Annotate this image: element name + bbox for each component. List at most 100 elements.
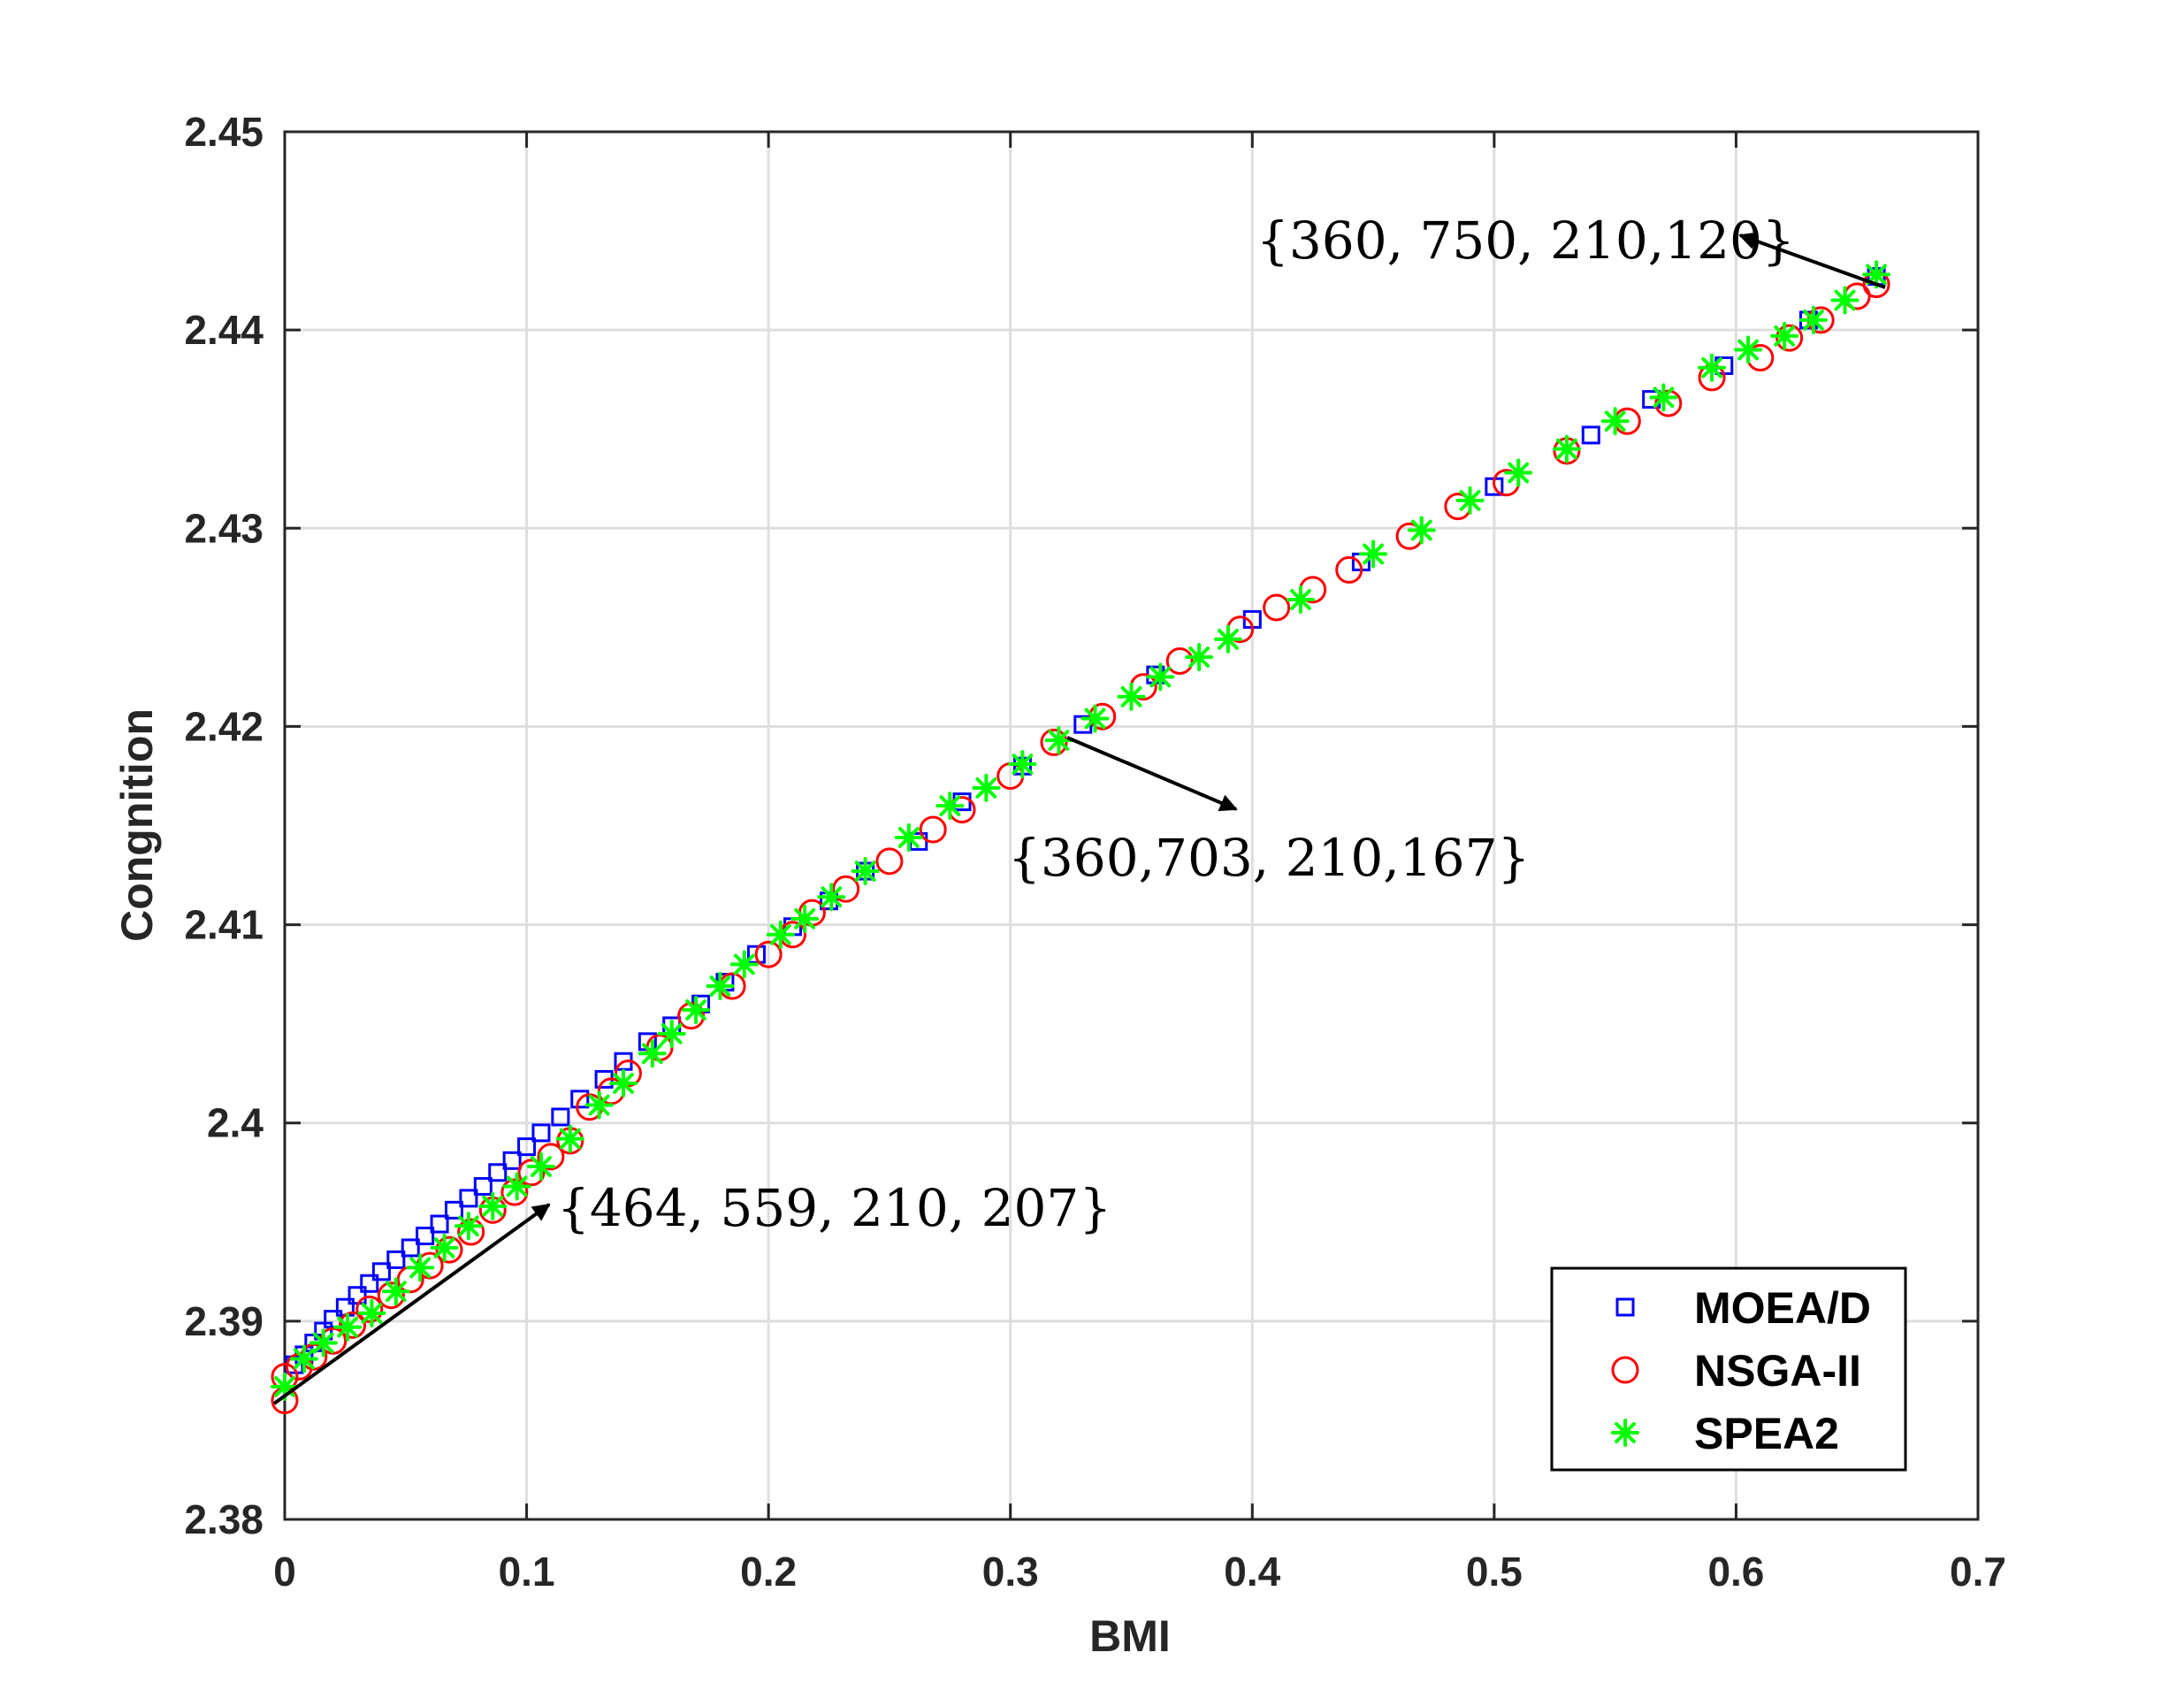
data-point: [500, 1178, 529, 1206]
data-point: [357, 1298, 386, 1327]
annotation: {360, 750, 210,120}: [1256, 210, 1886, 289]
data-point: [1263, 593, 1291, 622]
data-point: [1775, 324, 1804, 352]
data-point: [430, 1214, 449, 1234]
data-point: [1770, 321, 1799, 350]
annotation-label: {464, 559, 210, 207}: [557, 1178, 1111, 1238]
annotation-label: {360,703, 210,167}: [1008, 828, 1530, 888]
series-spea2: [271, 260, 1891, 1401]
legend-label: MOEA/D: [1694, 1283, 1871, 1333]
x-tick-labels: 0 0.1 0.2 0.3 0.4 0.5 0.6 0.7: [273, 1549, 2006, 1595]
data-point: [1117, 682, 1146, 711]
data-point: [1044, 726, 1073, 755]
annotation-arrow: [272, 1203, 551, 1405]
legend-item: SPEA2: [1611, 1409, 1839, 1458]
data-point: [1146, 662, 1175, 692]
y-tick-label: 2.4: [207, 1100, 263, 1146]
data-point: [360, 1274, 379, 1293]
data-point: [1798, 305, 1828, 334]
data-point: [682, 995, 711, 1024]
legend-box: [1550, 1266, 1907, 1472]
data-point: [1165, 646, 1194, 675]
annotation-arrow: [1738, 232, 1886, 289]
data-point: [406, 1253, 435, 1282]
data-point: [1335, 555, 1363, 584]
data-point: [875, 847, 904, 876]
data-point: [526, 1152, 555, 1182]
y-tick-label: 2.38: [184, 1496, 263, 1542]
data-point: [555, 1124, 584, 1153]
x-tick-label: 0.5: [1466, 1549, 1523, 1595]
data-point: [401, 1238, 420, 1258]
data-point: [1040, 728, 1068, 756]
legend-item: NSGA-II: [1611, 1346, 1861, 1396]
data-point: [817, 883, 846, 912]
data-point: [502, 1172, 531, 1201]
data-point: [339, 1311, 367, 1339]
data-point: [1552, 434, 1581, 463]
data-point: [1600, 407, 1630, 436]
data-point: [935, 792, 965, 821]
data-point: [435, 1236, 463, 1264]
data-point: [309, 1328, 338, 1358]
x-tick-label: 0.4: [1224, 1549, 1280, 1595]
data-point: [766, 920, 795, 949]
data-point: [1081, 704, 1110, 733]
data-point: [1698, 353, 1727, 382]
legend: MOEA/D NSGA-II SPEA2: [1550, 1266, 1907, 1472]
x-axis-label: BMI: [1089, 1611, 1171, 1661]
y-tick-label: 2.43: [184, 505, 263, 551]
data-point: [416, 1226, 435, 1245]
x-tick-label: 0.3: [982, 1549, 1039, 1595]
data-point: [333, 1312, 363, 1342]
data-point: [746, 945, 766, 964]
data-point: [1504, 458, 1533, 487]
data-point: [638, 1039, 667, 1068]
data-point: [473, 1176, 493, 1196]
data-point: [1455, 486, 1485, 515]
data-point: [1008, 750, 1037, 779]
legend-marker: [1615, 1297, 1635, 1317]
data-point: [972, 773, 1001, 802]
data-point: [1213, 624, 1242, 654]
data-point: [430, 1233, 459, 1262]
data-point: [1088, 702, 1117, 731]
data-point: [729, 950, 759, 979]
data-point: [488, 1163, 508, 1182]
data-point: [371, 1262, 391, 1281]
data-point: [377, 1281, 405, 1310]
grid-lines: [285, 132, 1978, 1519]
x-tick-label: 0.6: [1707, 1549, 1764, 1595]
x-tick-label: 0.2: [740, 1549, 797, 1595]
data-point: [570, 1090, 590, 1109]
y-tick-label: 2.39: [184, 1298, 263, 1344]
y-tick-labels: 2.38 2.39 2.4 2.41 2.42 2.43 2.44 2.45: [184, 109, 263, 1542]
data-point: [1734, 335, 1763, 364]
legend-marker: [1611, 1356, 1639, 1384]
data-point: [478, 1191, 508, 1220]
data-point: [754, 940, 783, 968]
legend-item: MOEA/D: [1615, 1283, 1871, 1333]
x-tick-label: 0.7: [1950, 1549, 2006, 1595]
data-point: [609, 1068, 638, 1098]
data-point: [517, 1137, 537, 1157]
legend-label: NSGA-II: [1694, 1346, 1861, 1396]
x-tick-label: 0.1: [499, 1549, 555, 1595]
plot-frame: [283, 130, 1980, 1521]
data-point: [551, 1107, 570, 1127]
data-point: [1407, 516, 1436, 545]
data-point: [289, 1344, 318, 1373]
data-point: [1185, 642, 1214, 671]
annotation-label: {360, 750, 210,120}: [1256, 210, 1795, 271]
data-point: [459, 1189, 478, 1208]
data-point: [851, 857, 880, 886]
y-axis-label: Congnition: [112, 708, 162, 942]
data-point: [457, 1218, 485, 1246]
data-point: [502, 1151, 522, 1170]
data-point: [790, 904, 820, 933]
data-point: [1359, 539, 1388, 569]
data-point: [894, 822, 923, 852]
data-point: [355, 1295, 384, 1323]
data-point: [1830, 286, 1859, 315]
